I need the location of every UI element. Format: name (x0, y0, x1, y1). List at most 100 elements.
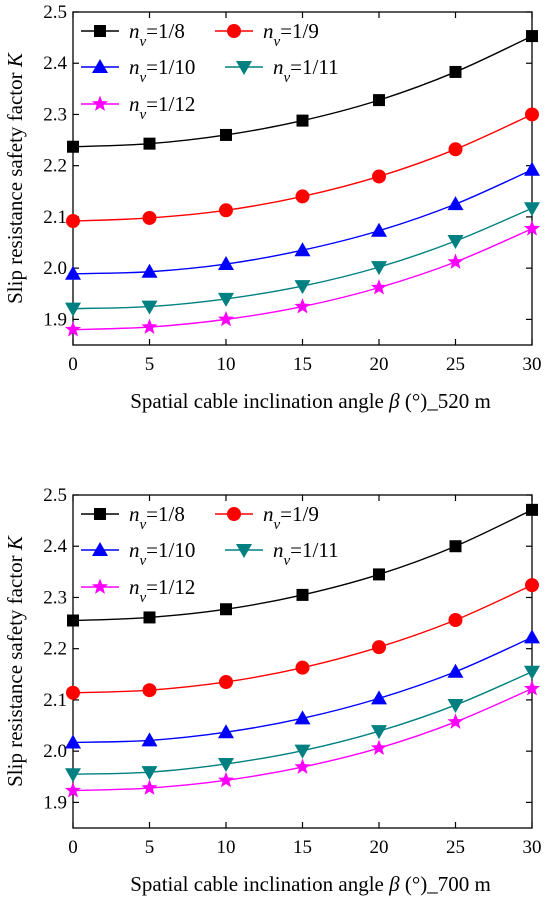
data-point (141, 779, 158, 795)
data-point (141, 263, 158, 278)
legend-entry: nv=1/10 (81, 55, 195, 86)
data-point (141, 732, 158, 747)
x-tick-label: 20 (370, 837, 389, 858)
x-tick-label: 10 (217, 837, 236, 858)
data-point (295, 660, 310, 675)
data-point (448, 142, 463, 157)
legend-entry: nv=1/11 (225, 538, 339, 569)
data-point (447, 235, 464, 250)
data-point (370, 739, 388, 755)
data-point (295, 189, 310, 204)
data-point (447, 699, 464, 714)
data-point (447, 253, 464, 269)
data-point (524, 161, 540, 176)
legend-entry: nv=1/8 (81, 19, 185, 50)
series-1-12 (64, 680, 541, 798)
y-axis-title: Slip resistance safety factor K (3, 52, 27, 304)
data-point (371, 690, 387, 705)
y-tick-label: 2.5 (43, 2, 67, 23)
legend-entry: nv=1/10 (81, 538, 195, 569)
legend-entry: nv=1/11 (225, 55, 339, 86)
data-point (372, 169, 386, 184)
data-point (218, 256, 234, 271)
data-point (448, 613, 463, 628)
data-point (525, 107, 539, 122)
data-point (449, 540, 462, 553)
data-point (219, 203, 233, 218)
y-tick-label: 2.1 (43, 207, 67, 228)
y-tick-label: 2.3 (43, 587, 67, 608)
y-axis-title: Slip resistance safety factor K (3, 535, 27, 787)
y-tick-label: 1.9 (43, 309, 67, 330)
data-point (67, 614, 79, 627)
legend-entry: nv=1/12 (81, 575, 195, 606)
y-tick-label: 2.4 (43, 53, 67, 74)
data-point (296, 588, 309, 601)
data-point (447, 713, 464, 729)
legend-entry: nv=1/8 (81, 502, 185, 533)
data-point (64, 321, 82, 337)
y-tick-label: 2.2 (43, 639, 67, 660)
legend-marker (227, 507, 241, 521)
x-axis-title: Spatial cable inclination angle β (°)_52… (130, 389, 491, 413)
data-point (524, 665, 540, 680)
data-point (371, 222, 387, 237)
series-1-12 (64, 220, 541, 337)
legend-label: nv=1/12 (129, 92, 195, 123)
series-1-11 (65, 202, 540, 317)
data-point (294, 298, 311, 314)
data-point (219, 674, 233, 689)
series-1-9 (66, 107, 539, 229)
legend-marker (236, 544, 252, 558)
data-point (218, 757, 234, 772)
data-point (296, 114, 309, 127)
data-point (142, 210, 157, 225)
data-point (65, 302, 81, 317)
legend-entry: nv=1/9 (215, 502, 319, 533)
x-tick-label: 15 (293, 354, 312, 375)
x-tick-label: 30 (523, 837, 542, 858)
x-tick-label: 25 (446, 837, 465, 858)
data-point (294, 280, 311, 295)
legend-label: nv=1/10 (129, 538, 195, 569)
y-tick-label: 2.3 (43, 104, 67, 125)
data-point (141, 318, 158, 334)
y-tick-label: 2.5 (43, 485, 67, 506)
x-axis-title: Spatial cable inclination angle β (°)_70… (130, 872, 491, 896)
data-point (142, 683, 157, 698)
data-point (218, 292, 234, 307)
data-point (217, 310, 235, 327)
legend-marker (91, 95, 109, 111)
series-1-10 (65, 161, 540, 280)
data-point (294, 758, 311, 774)
data-point (525, 578, 539, 593)
data-point (523, 220, 541, 236)
data-point (373, 94, 385, 107)
data-point (294, 710, 311, 725)
legend-label: nv=1/11 (273, 538, 339, 569)
legend-label: nv=1/8 (129, 19, 185, 50)
data-point (526, 30, 538, 43)
legend-entry: nv=1/9 (215, 19, 319, 50)
x-tick-label: 25 (446, 354, 465, 375)
data-point (65, 265, 81, 280)
legend-marker (92, 542, 108, 556)
data-point (65, 734, 81, 749)
data-point (141, 300, 158, 315)
y-tick-label: 2.1 (43, 690, 67, 711)
y-tick-label: 2.2 (43, 156, 67, 177)
x-tick-label: 5 (145, 354, 155, 375)
data-point (143, 611, 156, 624)
legend-marker (94, 508, 106, 520)
x-tick-label: 20 (370, 354, 389, 375)
x-tick-label: 30 (523, 354, 542, 375)
chart-700m: 0 5 10 15 20 25 30 1.9 2.0 2.1 2.2 2.3 2.4 2.5 nv=1/8 n… (3, 485, 542, 896)
data-point (67, 140, 79, 153)
y-tick-label: 2.4 (43, 536, 67, 557)
legend-label: nv=1/8 (129, 502, 185, 533)
data-point (218, 724, 234, 739)
data-point (370, 279, 388, 295)
data-point (141, 766, 158, 781)
data-point (524, 629, 540, 644)
